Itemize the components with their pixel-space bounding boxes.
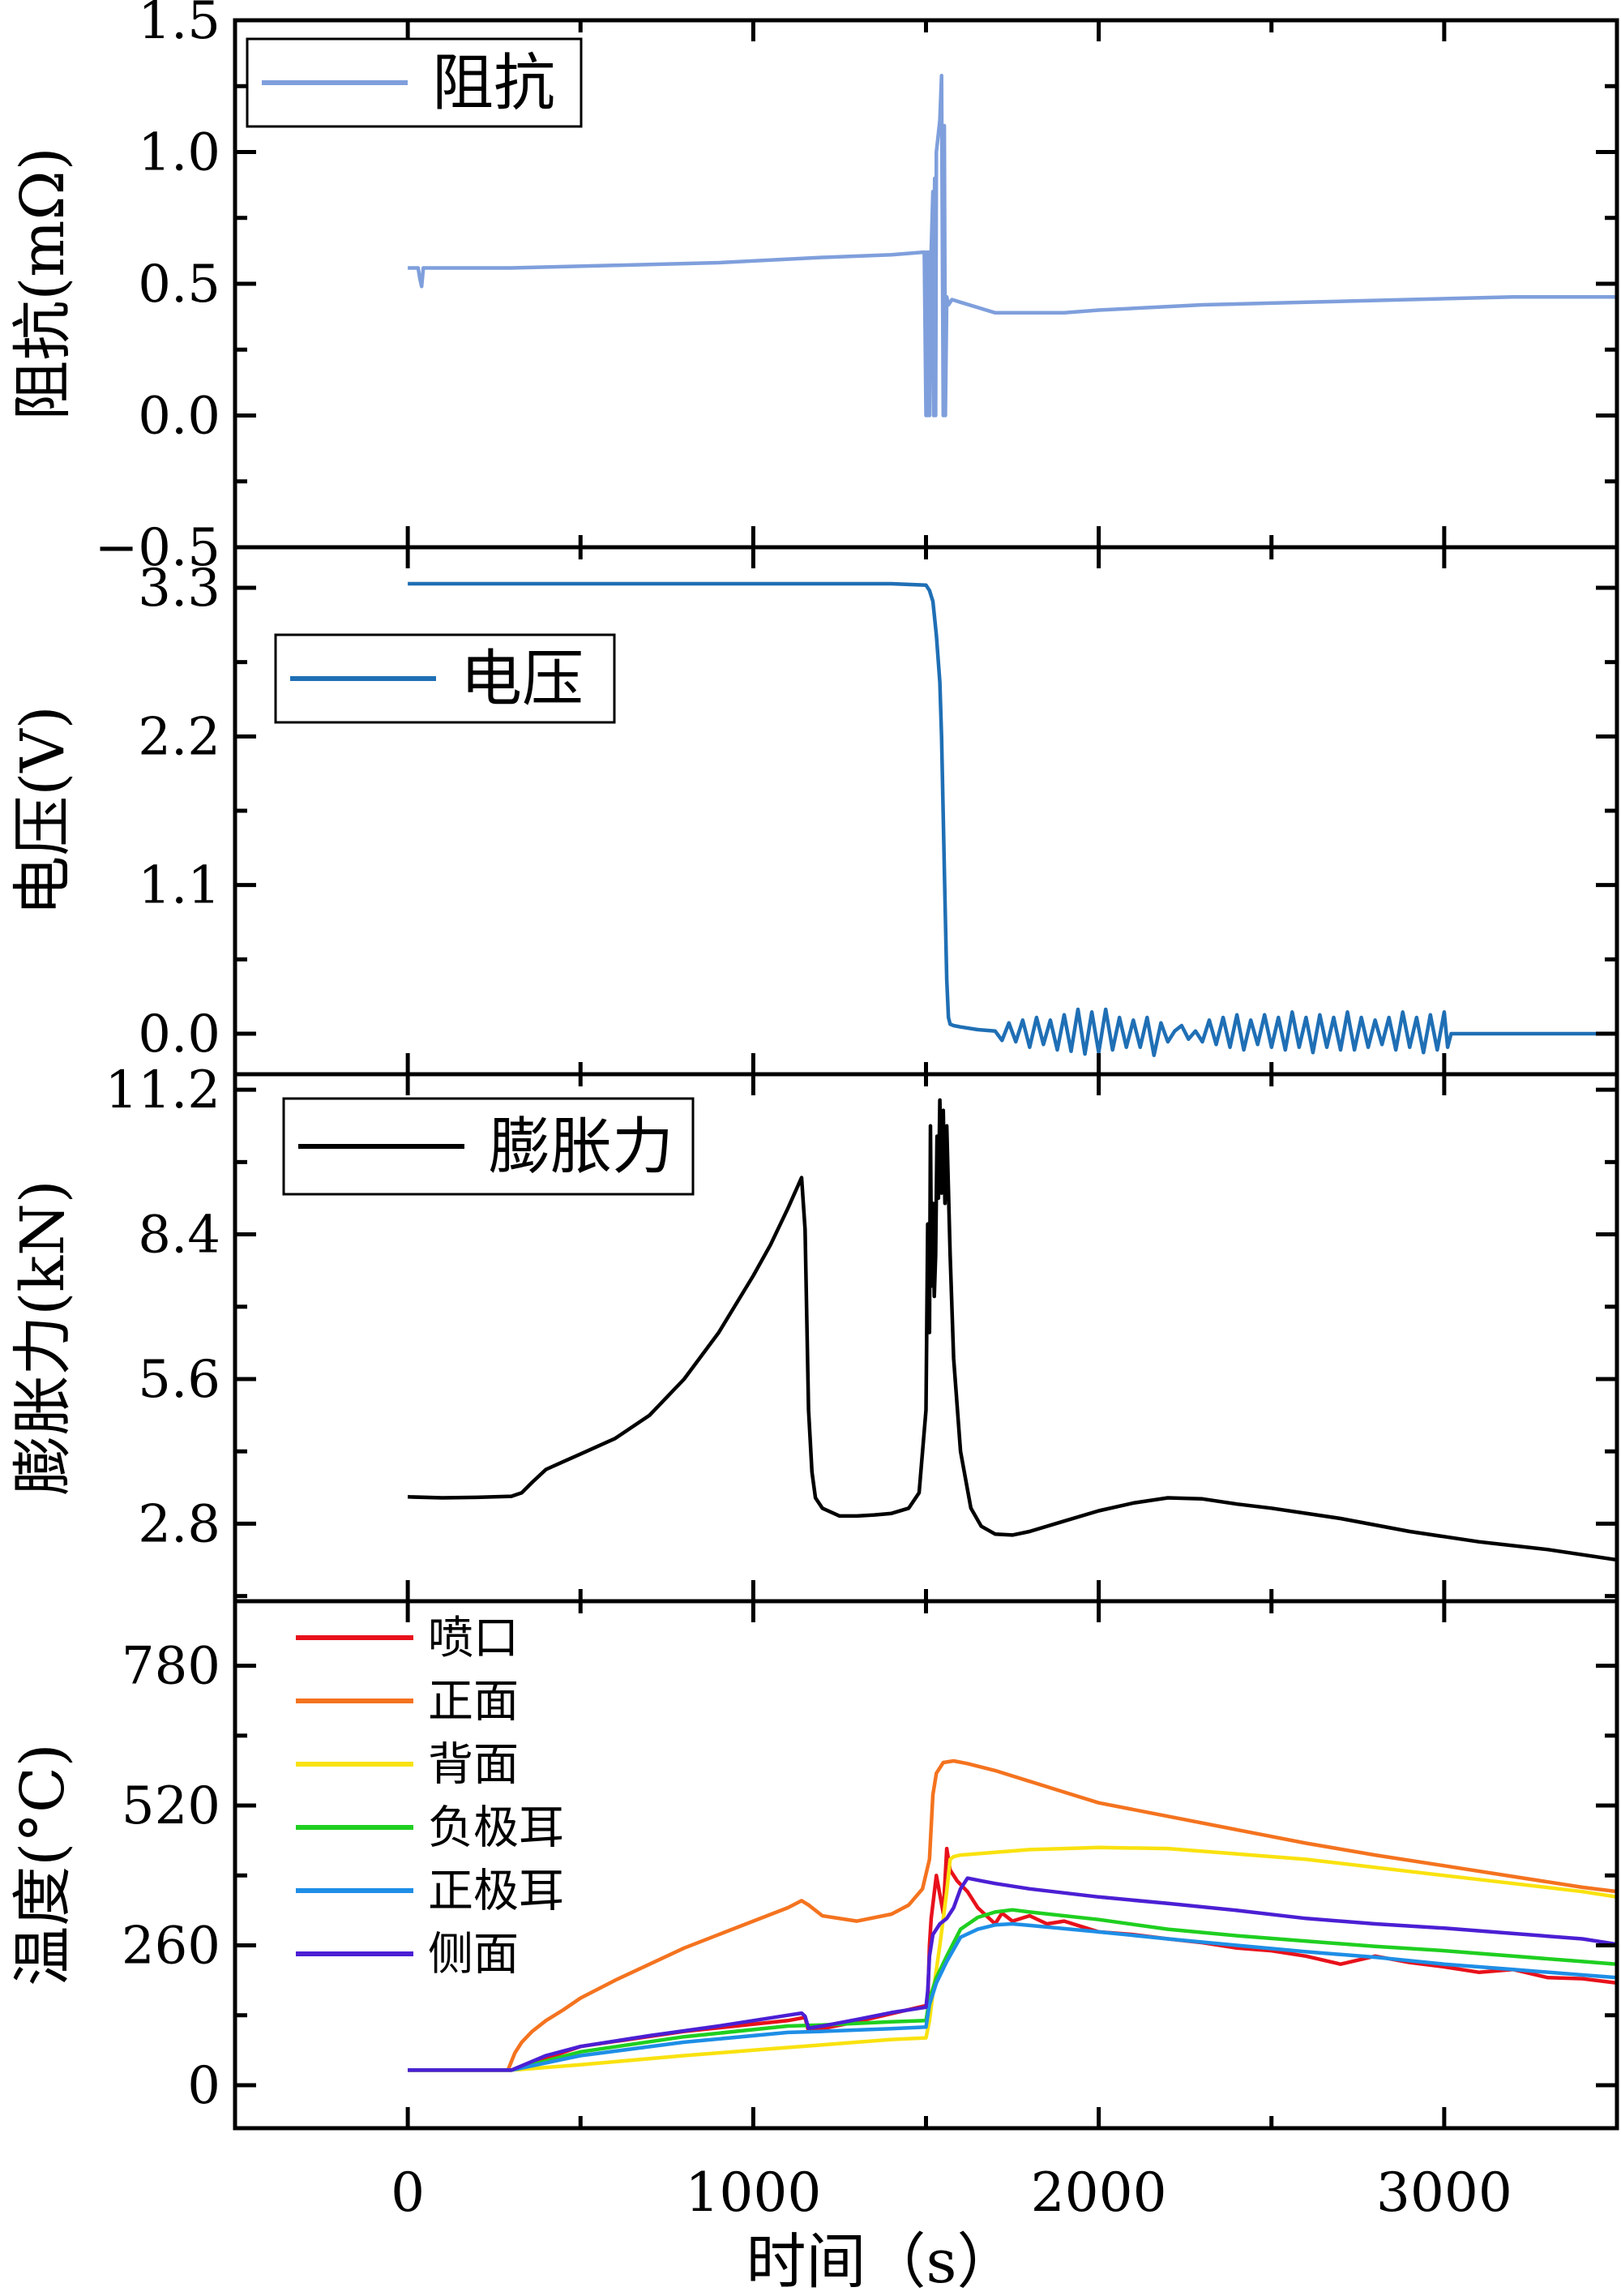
y-tick-label: 780 <box>122 1637 220 1697</box>
y-tick-label: 0.0 <box>138 1004 220 1064</box>
legend: 膨胀力 <box>282 1097 695 1196</box>
series-line-侧面 <box>408 1876 1617 2072</box>
series-line-负极耳 <box>408 1908 1617 2072</box>
legend-label: 电压 <box>460 643 584 715</box>
series-line-阻抗 <box>408 74 1617 418</box>
y-tick-label: 1.1 <box>138 856 220 916</box>
y-tick-label: 1.0 <box>138 123 220 183</box>
series-line-正极耳 <box>408 1921 1617 2072</box>
y-tick-label: 520 <box>122 1776 220 1836</box>
legend-label: 正面 <box>428 1676 519 1728</box>
y-axis-title: 阻抗(mΩ) <box>8 147 78 420</box>
series-line-背面 <box>408 1845 1617 2072</box>
y-tick-label: 260 <box>122 1916 220 1976</box>
series-line-电压 <box>408 581 1617 1057</box>
y-tick-label: 8.4 <box>138 1206 220 1266</box>
y-tick-label: 2.2 <box>138 707 220 767</box>
y-axis-title: 电压(V) <box>8 705 78 915</box>
series-line-膨胀力 <box>408 1098 1617 1562</box>
legend-label: 侧面 <box>428 1929 519 1981</box>
legend-label: 喷口 <box>428 1613 519 1665</box>
panel-swelling: 2.8 5.6 8.4 11.2 膨胀力(kN) 膨胀力 <box>8 1060 1619 1604</box>
legend-label: 正极耳 <box>428 1866 564 1918</box>
y-tick-label: 5.6 <box>138 1350 220 1410</box>
x-tick-label: 2000 <box>1031 2161 1167 2224</box>
legend-label: 膨胀力 <box>489 1111 674 1183</box>
series-line-正面 <box>408 1758 1617 2072</box>
legend-label: 背面 <box>428 1739 519 1792</box>
panel-frame <box>233 545 1619 1077</box>
y-tick-label: 3.3 <box>138 559 220 619</box>
y-tick-label: 0.0 <box>138 387 220 447</box>
y-tick-label: 1.5 <box>138 0 220 51</box>
y-tick-label: 2.8 <box>138 1494 220 1554</box>
x-tick-label: 0 <box>391 2161 425 2224</box>
panel-voltage: 0.0 1.1 2.2 3.3 电压(V) 电压 <box>8 545 1619 1077</box>
series-line-喷口 <box>408 1846 1617 2072</box>
y-axis-title: 温度(°C) <box>8 1743 78 1985</box>
plot-area: −0.5 0.0 0.5 1.0 1.5 阻抗(mΩ) 阻抗 0.0 1.1 2.2 3.3 电压(V… <box>8 0 1619 2296</box>
x-tick-label: 1000 <box>685 2161 821 2224</box>
y-tick-label: 0 <box>187 2056 220 2116</box>
y-tick-label: −0.5 <box>95 518 220 578</box>
legend: 阻抗 <box>246 37 583 128</box>
x-axis-title: 时间（s） <box>746 2227 1017 2296</box>
legend-label: 负极耳 <box>428 1802 564 1855</box>
y-tick-label: 11.2 <box>105 1060 221 1120</box>
y-axis-title: 膨胀力(kN) <box>8 1180 78 1495</box>
legend: 电压 <box>274 633 616 724</box>
y-tick-label: 0.5 <box>138 255 220 315</box>
x-tick-label: 3000 <box>1376 2161 1512 2224</box>
legend-label: 阻抗 <box>432 47 555 119</box>
panel-impedance: −0.5 0.0 0.5 1.0 1.5 阻抗(mΩ) 阻抗 <box>8 0 1619 578</box>
